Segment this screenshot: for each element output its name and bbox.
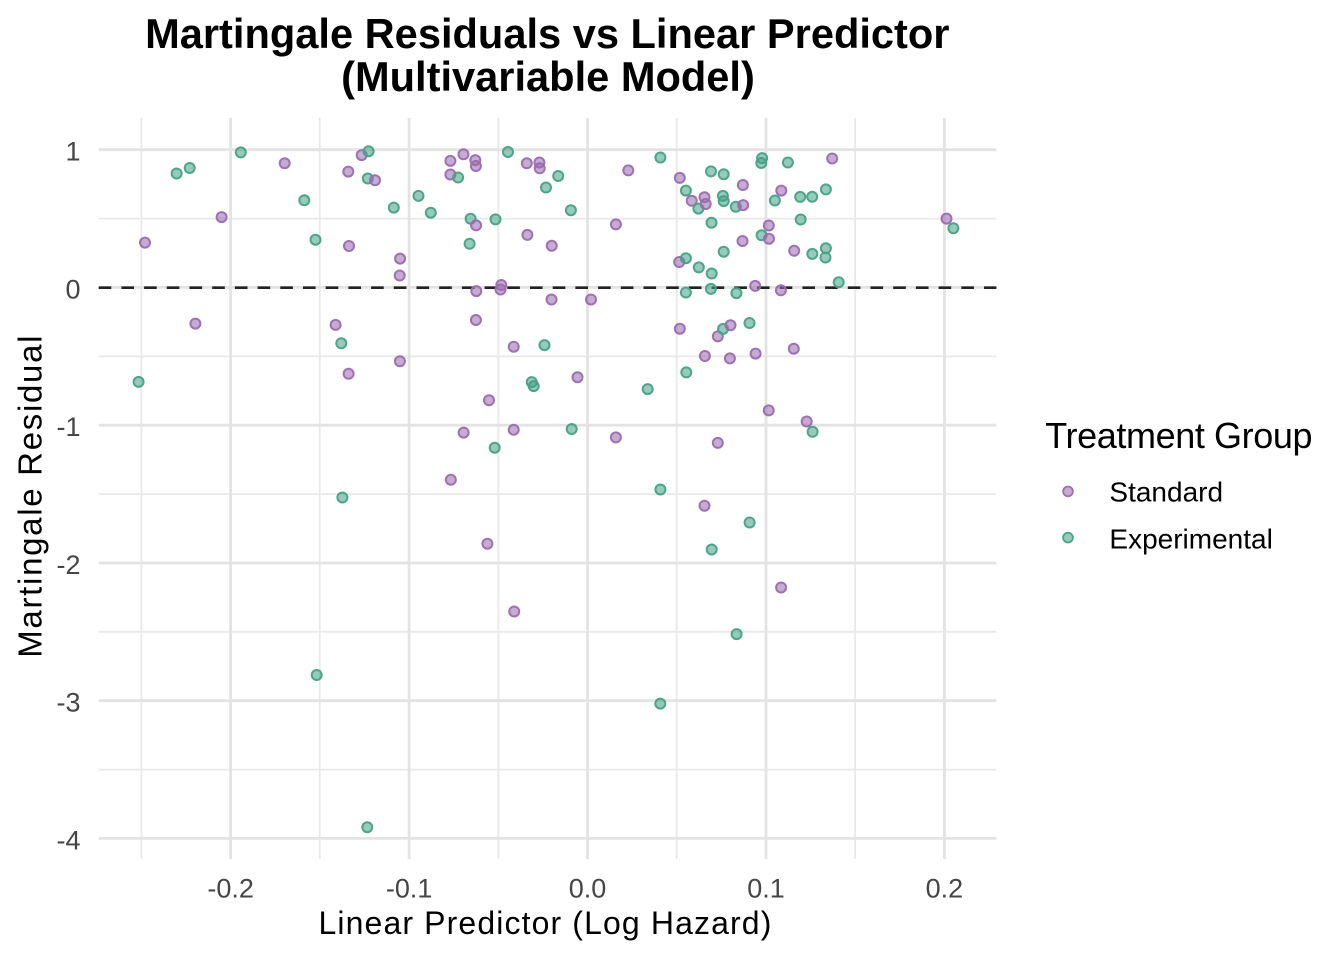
svg-text:-3: -3	[56, 688, 80, 718]
svg-text:0.1: 0.1	[747, 873, 785, 903]
svg-text:-1: -1	[56, 412, 80, 442]
svg-text:1: 1	[65, 137, 80, 167]
svg-text:(Multivariable Model): (Multivariable Model)	[341, 53, 755, 100]
svg-text:0.0: 0.0	[569, 873, 607, 903]
svg-text:Experimental: Experimental	[1109, 524, 1272, 555]
svg-text:0.2: 0.2	[926, 873, 964, 903]
svg-text:Standard: Standard	[1109, 477, 1223, 508]
svg-text:-2: -2	[56, 550, 80, 580]
svg-text:-4: -4	[56, 825, 80, 855]
svg-text:Martingale Residual: Martingale Residual	[11, 334, 48, 658]
svg-text:Treatment Group: Treatment Group	[1045, 415, 1312, 456]
svg-text:-0.2: -0.2	[207, 873, 254, 903]
svg-text:-0.1: -0.1	[386, 873, 433, 903]
svg-text:Linear Predictor (Log Hazard): Linear Predictor (Log Hazard)	[318, 905, 772, 941]
svg-text:0: 0	[65, 274, 80, 304]
svg-text:Martingale Residuals vs Linear: Martingale Residuals vs Linear Predictor	[145, 10, 949, 57]
